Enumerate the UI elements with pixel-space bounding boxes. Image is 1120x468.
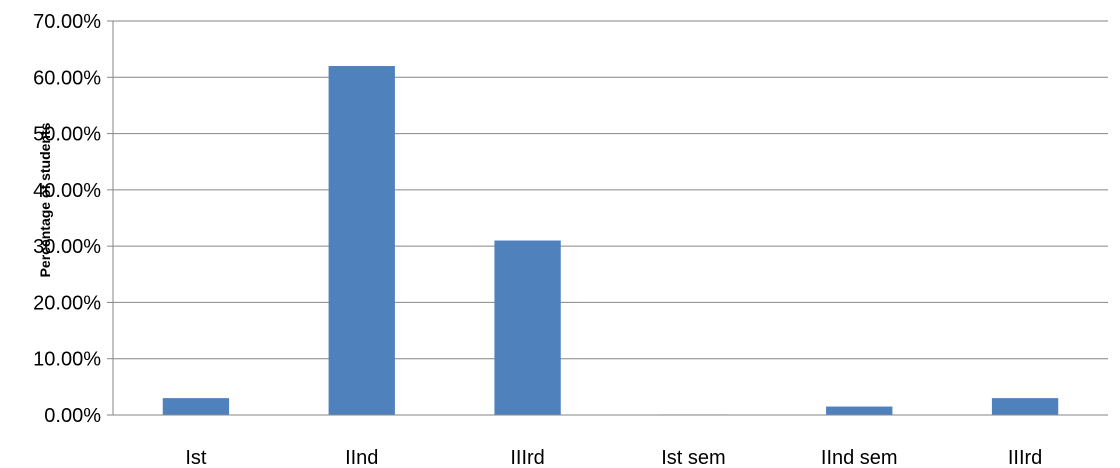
y-tick-label: 30.00% <box>33 236 101 258</box>
bar-ist <box>162 398 230 415</box>
y-tick-label: 70.00% <box>33 11 101 33</box>
y-tick-label: 60.00% <box>33 67 101 89</box>
axes <box>107 20 1108 416</box>
gridlines <box>113 20 1108 360</box>
bar-iind <box>328 66 395 416</box>
x-tick-labels: Ist IInd IIIrd Ist sem IInd sem IIIrd <box>185 447 1042 468</box>
y-tick-label: 40.00% <box>33 180 101 202</box>
x-tick-label: IIIrd <box>510 447 544 468</box>
y-tick-label: 0.00% <box>44 405 101 427</box>
bar-iiird <box>991 398 1059 415</box>
y-tick-labels: 0.00% 10.00% 20.00% 30.00% 40.00% 50.00% 60.00… <box>33 11 101 427</box>
y-axis-title: Percentage of students <box>37 122 53 277</box>
bar-iiird <box>494 240 561 415</box>
x-tick-label: IInd <box>345 447 378 468</box>
x-tick-label: Ist <box>185 447 207 468</box>
x-tick-label: IInd sem <box>821 447 898 468</box>
x-tick-label: Ist sem <box>661 447 725 468</box>
x-tick-label: IIIrd <box>1008 447 1042 468</box>
bar-iind-sem <box>826 406 893 415</box>
y-tick-label: 50.00% <box>33 124 101 146</box>
y-tick-label: 20.00% <box>33 292 101 314</box>
bars <box>162 66 1059 416</box>
y-tick-label: 10.00% <box>33 349 101 371</box>
